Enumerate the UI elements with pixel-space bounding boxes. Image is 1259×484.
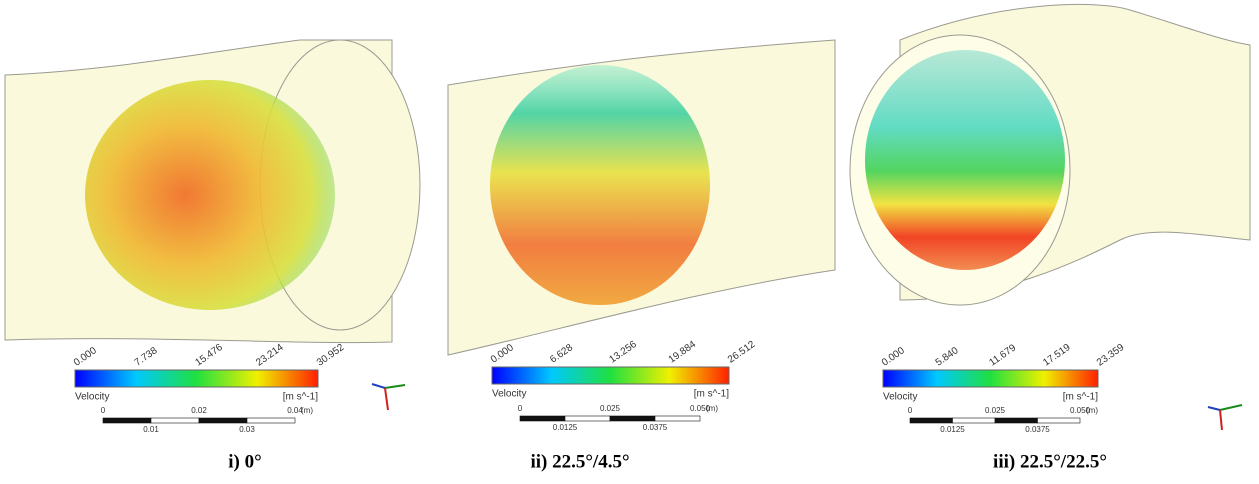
colorbar — [491, 366, 730, 385]
pipe-geometry — [4, 3, 1251, 356]
scale-bottom-label: 0.0125 — [553, 423, 578, 432]
scale-segment — [246, 417, 296, 424]
scale-top-label: 0.02 — [191, 406, 207, 415]
legend-unit: [m s^-1] — [283, 392, 318, 403]
legend-title: Velocity — [75, 392, 109, 403]
scale-segment — [102, 417, 152, 424]
colorbar-tick-label: 23.214 — [254, 342, 286, 369]
scale-segment — [1037, 417, 1081, 424]
scale-top-label: 0.050 — [690, 404, 711, 413]
scale-segment — [952, 417, 996, 424]
scale-segment — [198, 417, 248, 424]
scale-segment — [609, 415, 656, 422]
colorbar — [882, 369, 1099, 388]
colorbar-tick-label: 15.476 — [193, 342, 225, 369]
colorbar-tick-label: 23.359 — [1095, 342, 1127, 369]
scale-unit: (m) — [301, 406, 313, 415]
colorbar-tick-label: 0.000 — [880, 345, 907, 369]
scale-top-label: 0.025 — [600, 404, 621, 413]
colorbar-tick-label: 30.952 — [315, 342, 347, 369]
legend-title: Velocity — [492, 389, 526, 400]
scale-segment — [654, 415, 701, 422]
scale-segment — [994, 417, 1038, 424]
scale-segment — [909, 417, 953, 424]
legend-unit: [m s^-1] — [1063, 392, 1098, 403]
scale-segment — [150, 417, 200, 424]
scale-top-label: 0 — [101, 406, 106, 415]
colorbar-tick-label: 7.738 — [133, 345, 160, 369]
colorbar-tick-label: 0.000 — [72, 345, 99, 369]
scale-bottom-label: 0.01 — [143, 425, 159, 434]
scale-top-label: 0.04 — [287, 406, 303, 415]
colorbar-tick-label: 6.628 — [548, 342, 575, 366]
colorbar-tick-label: 11.679 — [987, 342, 1018, 368]
legend-title: Velocity — [883, 392, 917, 403]
legend-unit: [m s^-1] — [694, 389, 729, 400]
scale-top-label: 0.050 — [1070, 406, 1091, 415]
panel-caption: ii) 22.5°/4.5° — [530, 451, 629, 472]
scale-top-label: 0 — [518, 404, 523, 413]
scale-bottom-label: 0.0375 — [1025, 425, 1050, 434]
scale-unit: (m) — [1086, 406, 1098, 415]
panel-caption: i) 0° — [228, 451, 261, 472]
colorbar-tick-label: 5.840 — [934, 345, 961, 369]
panel-caption: iii) 22.5°/22.5° — [993, 451, 1107, 472]
scale-unit: (m) — [706, 404, 718, 413]
scale-bottom-label: 0.0375 — [643, 423, 668, 432]
colorbar-tick-label: 19.884 — [667, 339, 699, 366]
colorbar-tick-label: 13.256 — [607, 339, 639, 366]
scale-bottom-label: 0.0125 — [940, 425, 965, 434]
scale-bottom-label: 0.03 — [239, 425, 255, 434]
scale-segment — [519, 415, 566, 422]
scale-segment — [564, 415, 611, 422]
axis-triad — [371, 383, 1243, 431]
scale-top-label: 0 — [908, 406, 913, 415]
scale-top-label: 0.025 — [985, 406, 1006, 415]
colorbar — [74, 369, 319, 388]
colorbar-tick-label: 17.519 — [1041, 342, 1073, 369]
colorbar-tick-label: 26.512 — [726, 339, 758, 366]
colorbar-tick-label: 0.000 — [489, 342, 516, 366]
